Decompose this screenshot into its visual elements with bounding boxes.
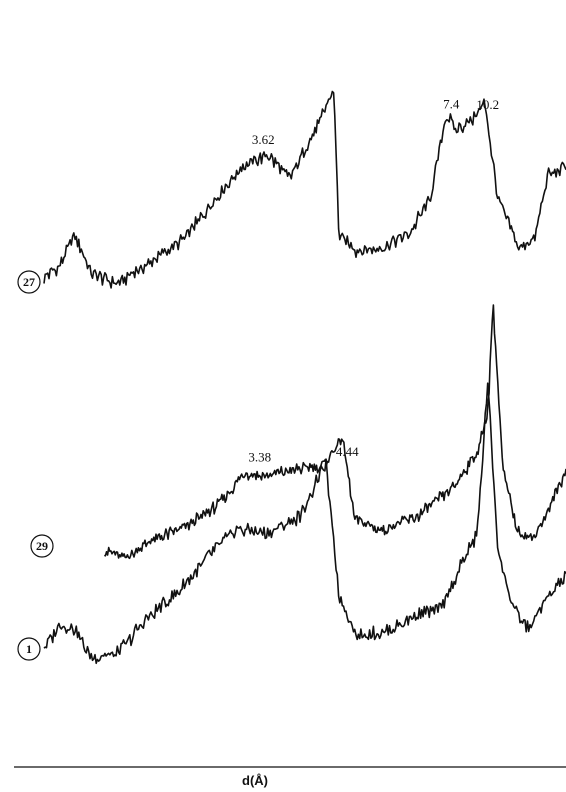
sample-tag-layer: 27 29 1 xyxy=(17,270,54,661)
peak-label-29-0: 3.38 xyxy=(248,450,271,465)
peak-label-29-1: 4.44 xyxy=(336,444,359,459)
trace-layer xyxy=(43,90,566,665)
trace-sample-27 xyxy=(43,90,566,289)
peak-label-layer: 3.62 7.4 10.2 3.38 4.44 xyxy=(248,96,499,464)
sample-tag-circle-1 xyxy=(17,637,41,661)
sample-tag-label-1: 1 xyxy=(26,642,32,656)
trace-sample-1 xyxy=(43,382,566,665)
sample-tag-label-29: 29 xyxy=(36,539,48,553)
peak-label-27-0: 3.62 xyxy=(252,132,275,147)
sample-tag-label-27: 27 xyxy=(23,275,35,289)
x-axis-label: d(Å) xyxy=(242,773,268,788)
sample-tag-circle-27 xyxy=(17,270,41,294)
peak-label-27-1: 7.4 xyxy=(443,96,460,111)
sample-tag-circle-29 xyxy=(30,534,54,558)
peak-label-27-2: 10.2 xyxy=(476,97,499,112)
